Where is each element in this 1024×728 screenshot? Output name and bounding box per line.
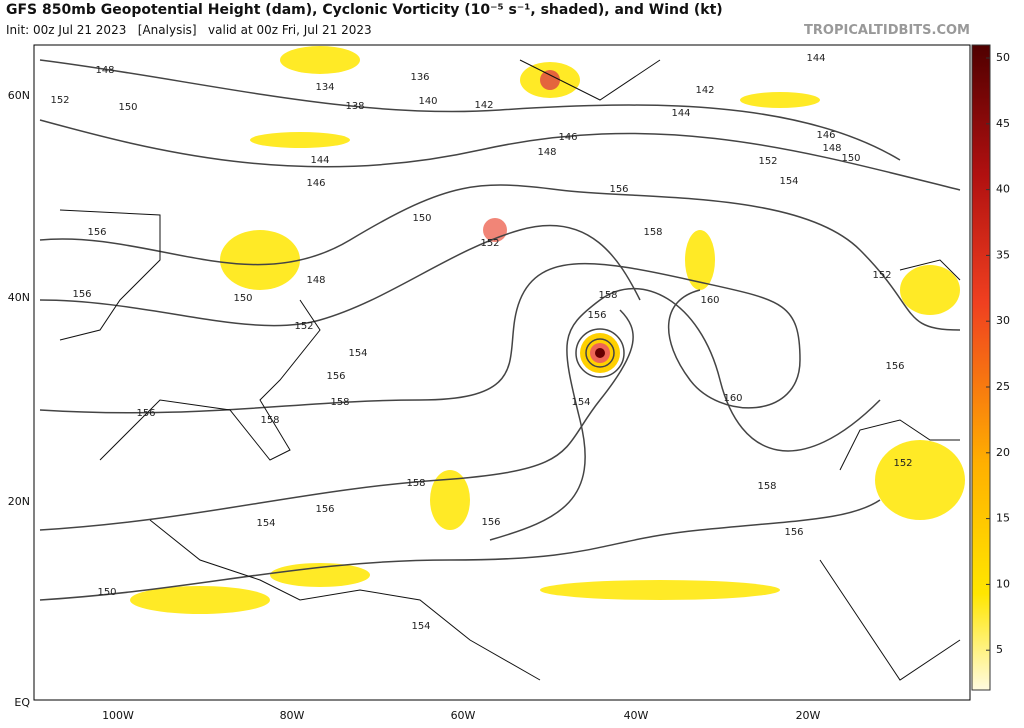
contour-label: 158	[406, 478, 425, 489]
contour-label: 138	[345, 101, 364, 112]
subtitle: Init: 00z Jul 21 2023 [Analysis] valid a…	[6, 23, 372, 37]
lon-label: 80W	[280, 709, 305, 722]
lon-label: 20W	[796, 709, 821, 722]
contour-label: 146	[306, 178, 325, 189]
contour-label: 152	[872, 270, 891, 281]
contour-label: 156	[72, 289, 91, 300]
contour-label: 148	[95, 65, 114, 76]
contour-label: 160	[723, 393, 742, 404]
colorbar-label: 30	[996, 314, 1010, 327]
contour-label: 148	[537, 147, 556, 158]
coastlines	[59, 59, 961, 681]
contour-label: 144	[310, 155, 329, 166]
contour-label: 146	[558, 132, 577, 143]
lon-label: 100W	[102, 709, 134, 722]
height-contours	[39, 59, 961, 601]
colorbar-label: 40	[996, 183, 1010, 196]
contour-label: 160	[700, 295, 719, 306]
contour-label: 154	[571, 397, 590, 408]
contour-label: 154	[779, 176, 798, 187]
contour-labels: 148 152 150 136 134 138 140 142 142 144 …	[50, 53, 912, 632]
contour-label: 156	[885, 361, 904, 372]
contour-label: 144	[671, 108, 690, 119]
title: GFS 850mb Geopotential Height (dam), Cyc…	[6, 2, 723, 18]
colorbar-label: 35	[996, 248, 1010, 261]
lat-label: 20N	[8, 495, 30, 508]
contour-label: 152	[893, 458, 912, 469]
contour-label: 152	[50, 95, 69, 106]
contour-label: 152	[294, 321, 313, 332]
colorbar	[971, 44, 991, 691]
lon-label: 60W	[451, 709, 476, 722]
contour-label: 150	[118, 102, 137, 113]
contour-label: 142	[695, 85, 714, 96]
contour-label: 154	[256, 518, 275, 529]
contour-label: 148	[822, 143, 841, 154]
contour-label: 152	[480, 238, 499, 249]
map-panel: 148 152 150 136 134 138 140 142 142 144 …	[33, 44, 971, 701]
lat-label: 40N	[8, 291, 30, 304]
contour-label: 150	[97, 587, 116, 598]
contour-label: 156	[784, 527, 803, 538]
contour-label: 158	[757, 481, 776, 492]
watermark: TROPICALTIDBITS.COM	[804, 23, 970, 38]
contour-label: 156	[587, 310, 606, 321]
contour-label: 156	[136, 408, 155, 419]
colorbar-label: 5	[996, 643, 1003, 656]
contour-label: 154	[348, 348, 367, 359]
contour-label: 134	[315, 82, 334, 93]
lat-label: 60N	[8, 89, 30, 102]
contour-label: 156	[481, 517, 500, 528]
contour-label: 150	[233, 293, 252, 304]
colorbar-label: 10	[996, 577, 1010, 590]
contour-label: 156	[87, 227, 106, 238]
colorbar-ticks: 5 10 15 20 25 30 35 40 45 50	[986, 51, 1010, 656]
colorbar-label: 15	[996, 512, 1010, 525]
lat-label: EQ	[14, 696, 30, 709]
contour-label: 152	[758, 156, 777, 167]
contour-label: 146	[816, 130, 835, 141]
contour-label: 154	[411, 621, 430, 632]
contour-label: 158	[643, 227, 662, 238]
contour-label: 158	[598, 290, 617, 301]
contour-label: 158	[260, 415, 279, 426]
contour-label: 150	[841, 153, 860, 164]
lat-labels: 60N 40N 20N EQ	[8, 89, 31, 709]
contour-label: 144	[806, 53, 825, 64]
contour-label: 140	[418, 96, 437, 107]
contour-label: 136	[410, 72, 429, 83]
lon-labels: 100W 80W 60W 40W 20W	[102, 709, 820, 722]
colorbar-label: 20	[996, 446, 1010, 459]
contour-label: 150	[412, 213, 431, 224]
contour-label: 142	[474, 100, 493, 111]
colorbar-label: 45	[996, 117, 1010, 130]
contour-label: 156	[326, 371, 345, 382]
colorbar-label: 50	[996, 51, 1010, 64]
contour-label: 156	[315, 504, 334, 515]
lon-label: 40W	[624, 709, 649, 722]
contour-label: 148	[306, 275, 325, 286]
contour-label: 156	[609, 184, 628, 195]
colorbar-label: 25	[996, 380, 1010, 393]
contour-label: 158	[330, 397, 349, 408]
